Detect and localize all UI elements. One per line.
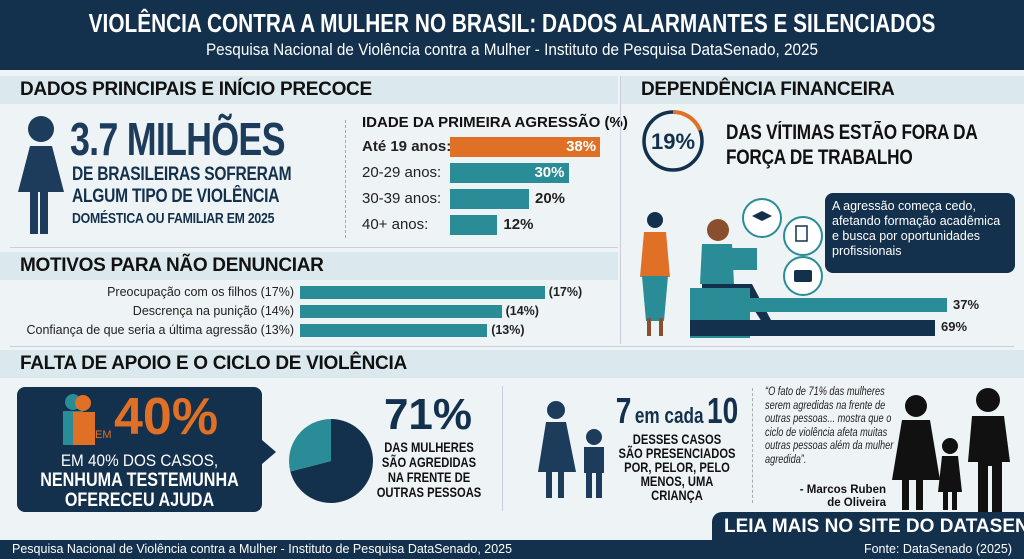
age-value: 30% (534, 164, 565, 181)
dependencia-bar (690, 320, 935, 336)
header: VIOLÊNCIA CONTRA A MULHER NO BRASIL: DAD… (0, 0, 1024, 70)
text7-line: DESSES CASOS (632, 431, 722, 447)
briefcase-icon (794, 270, 812, 282)
footer-left: Pesquisa Nacional de Violência contra a … (12, 542, 513, 556)
age-label: 30-39 anos: (362, 190, 442, 207)
family-silhouette-icon (892, 388, 1010, 512)
pie-slice (289, 419, 331, 472)
footer: Pesquisa Nacional de Violência contra a … (0, 540, 1024, 559)
motivo-label: Descrença na punição (14%) (132, 304, 294, 318)
box-line-3: OFERECEU AJUDA (64, 490, 215, 511)
testemunha-box: EM 40% EM 40% DOS CASOS, NENHUMA TESTEMU… (17, 387, 262, 512)
quote: “O fato de 71% das mulheres serem agredi… (765, 386, 894, 466)
age-chart-title: IDADE DA PRIMEIRA AGRESSÃO (%) (362, 114, 628, 131)
text71-line: NA FRENTE DE (387, 469, 471, 485)
stat-line-2: ALGUM TIPO DE VIOLÊNCIA (72, 186, 280, 207)
motivo-value: (17%) (548, 285, 583, 299)
divider (752, 388, 753, 503)
divider (345, 120, 346, 238)
people-icon (63, 394, 95, 445)
motivo-bar (300, 286, 545, 299)
quote-author: de Oliveira (827, 497, 886, 509)
dependencia-headline-2: FORÇA DE TRABALHO (726, 146, 913, 169)
footer-right: Fonte: DataSenado (2025) (863, 542, 1012, 556)
age-bar (450, 215, 498, 235)
divider (10, 346, 1014, 347)
pct-71: 71% (383, 390, 473, 439)
text7-line: MENOS, UMA (640, 473, 714, 489)
em-label: EM (95, 429, 112, 441)
text71-line: SÃO AGREDIDAS (381, 454, 477, 470)
section-header-dependencia: DEPENDÊNCIA FINANCEIRA (621, 76, 1024, 104)
ten: 10 (707, 390, 739, 431)
stat-line-3: DOMÉSTICA OU FAMILIAR EM 2025 (72, 210, 275, 227)
ring-gauge: 19% (642, 110, 704, 172)
mother-child-icon (538, 401, 604, 498)
dependencia-headline-1: DAS VÍTIMAS ESTÃO FORA DA (726, 121, 978, 144)
page-subtitle: Pesquisa Nacional de Violência contra a … (205, 40, 819, 59)
dependencia-value: 37% (953, 297, 980, 312)
stat-line-1: DE BRASILEIRAS SOFRERAM (72, 164, 292, 185)
text71-line: OUTRAS PESSOAS (376, 484, 482, 500)
section-header-motivos: MOTIVOS PARA NÃO DENUNCIAR (0, 252, 618, 280)
section-header-dados: DADOS PRINCIPAIS E INÍCIO PRECOCE (0, 76, 618, 104)
divider (620, 76, 621, 344)
age-value: 20% (535, 190, 566, 207)
document-search-icon (795, 225, 808, 242)
women-illustration (640, 198, 823, 338)
dependencia-value: 69% (941, 319, 968, 334)
pie-slice (290, 419, 373, 503)
graduation-cap-icon (752, 211, 772, 221)
box-line-1: EM 40% DOS CASOS, (60, 451, 219, 470)
seven: 7 (615, 390, 632, 431)
age-bar (450, 137, 601, 157)
page-title: VIOLÊNCIA CONTRA A MULHER NO BRASIL: DAD… (88, 8, 936, 38)
dependencia-bar (690, 298, 947, 312)
age-label: Até 19 anos: (362, 138, 452, 155)
text71-line: DAS MULHERES (384, 439, 474, 455)
quote-author: - Marcos Ruben (799, 484, 886, 496)
age-value: 12% (503, 216, 534, 233)
pie-chart (289, 419, 373, 503)
ring-value: 19% (651, 129, 695, 154)
age-bar (450, 189, 529, 209)
motivo-label: Preocupação com os filhos (17%) (107, 285, 294, 299)
age-label: 20-29 anos: (362, 164, 442, 181)
motivo-value: (13%) (491, 323, 525, 337)
motivo-label: Confiança de que seria a última agressão… (26, 323, 294, 337)
text7-line: CRIANÇA (651, 487, 703, 503)
callout-box: A agressão começa cedo, afetando formaçã… (825, 193, 1015, 273)
big-40: 40% (114, 388, 219, 446)
leia-mais-link[interactable]: LEIA MAIS NO SITE DO DATASENADO (712, 512, 1024, 540)
em-cada: em cada (634, 403, 704, 428)
text7-line: POR, PELOR, PELO (624, 459, 730, 475)
motivo-bar (300, 324, 488, 337)
age-value: 38% (566, 138, 597, 155)
section-header-falta: FALTA DE APOIO E O CICLO DE VIOLÊNCIA (0, 350, 1024, 378)
box-line-2: NENHUMA TESTEMUNHA (40, 470, 239, 491)
age-label: 40+ anos: (362, 216, 429, 233)
big-number: 3.7 MILHÕES (70, 113, 286, 165)
age-bar (450, 163, 569, 183)
woman-icon (18, 116, 64, 234)
text7-line: SÃO PRESENCIADOS (618, 445, 736, 461)
motivo-value: (14%) (505, 304, 539, 318)
motivo-bar (300, 305, 502, 318)
chevron-divider (502, 386, 503, 511)
divider (10, 247, 618, 248)
box-pointer (262, 440, 276, 464)
